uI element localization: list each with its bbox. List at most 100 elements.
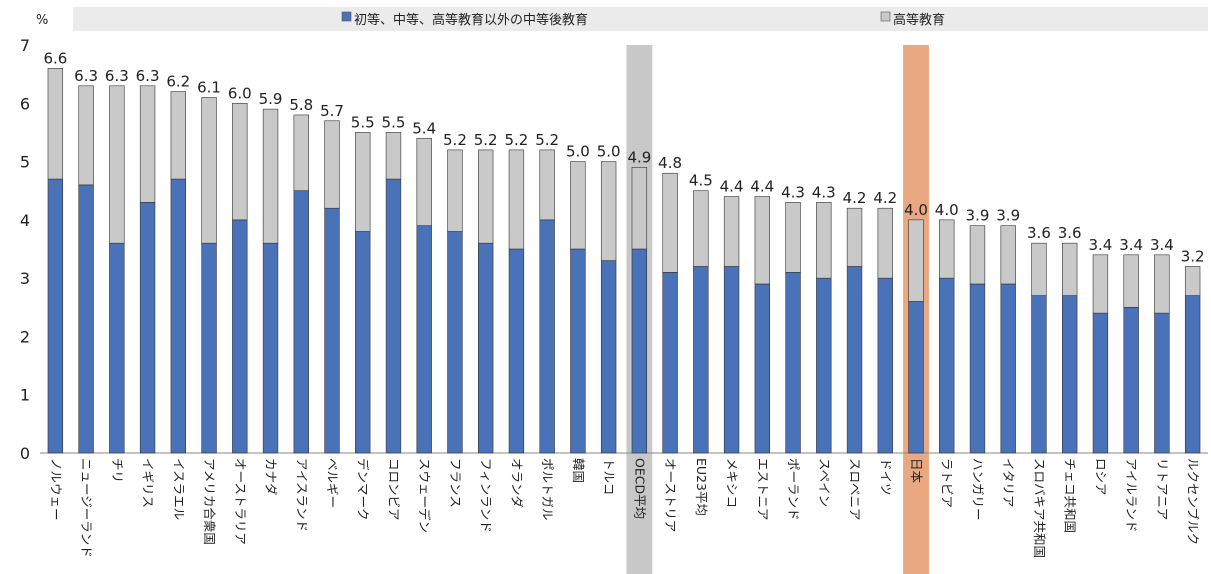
bar-segment-tertiary bbox=[262, 108, 279, 244]
bar-segment-tertiary bbox=[478, 149, 494, 244]
category-label: OECD平均 bbox=[632, 458, 647, 519]
total-value-label: 5.5 bbox=[382, 113, 406, 131]
bar-segment-tertiary bbox=[877, 207, 893, 279]
total-value-label: 4.9 bbox=[627, 148, 651, 166]
category-label: ベルギー bbox=[325, 458, 340, 508]
bar-segment-primary bbox=[1092, 312, 1109, 454]
total-value-label: 4.5 bbox=[689, 172, 713, 190]
category-label: ポーランド bbox=[786, 458, 801, 521]
bar-segment-primary bbox=[785, 272, 801, 454]
category-label: ハンガリー bbox=[970, 458, 985, 521]
y-tick-label: 6 bbox=[20, 94, 30, 113]
total-value-label: 4.3 bbox=[812, 183, 836, 201]
bar-segment-tertiary bbox=[1062, 242, 1078, 296]
category-label: トルコ bbox=[602, 458, 617, 495]
bar-segment-primary bbox=[1123, 306, 1139, 454]
legend-label-tertiary: 高等教育 bbox=[893, 12, 945, 28]
category-label: イタリア bbox=[1001, 458, 1016, 508]
bar-segment-tertiary bbox=[416, 137, 432, 226]
category-label: カナダ bbox=[264, 458, 279, 496]
total-value-label: 5.2 bbox=[535, 131, 559, 149]
total-value-label: 6.0 bbox=[228, 84, 252, 102]
bar-segment-primary bbox=[846, 266, 863, 454]
category-label: チェコ共和国 bbox=[1063, 458, 1078, 533]
bar-segment-tertiary bbox=[1184, 266, 1201, 296]
category-label: スウェーデン bbox=[417, 458, 432, 533]
total-value-label: 5.2 bbox=[504, 131, 528, 149]
y-axis: 0 1 2 3 4 5 6 7 bbox=[20, 36, 30, 463]
bar-segment-primary bbox=[1031, 295, 1047, 454]
category-label: ラトビア bbox=[940, 458, 955, 508]
bar-segment-tertiary bbox=[324, 120, 340, 209]
bar-segment-primary bbox=[908, 301, 924, 454]
bar-segment-tertiary bbox=[570, 161, 586, 250]
bar-segment-tertiary bbox=[816, 202, 832, 279]
category-labels: ノルウェー ニュージーランド チリ イギリス イスラエル アメリカ合衆国 オーストラリア カナ… bbox=[48, 458, 1200, 558]
total-value-label: 3.4 bbox=[1088, 236, 1112, 254]
total-value-label: 5.0 bbox=[597, 143, 621, 161]
legend-label-primary: 初等、中等、高等教育以外の中等後教育 bbox=[354, 12, 588, 28]
bar-segment-primary bbox=[293, 190, 309, 454]
total-value-label: 4.2 bbox=[843, 189, 867, 207]
bar-segment-primary bbox=[47, 178, 64, 454]
bar-segment-primary bbox=[478, 242, 494, 454]
bar-segment-primary bbox=[508, 248, 525, 454]
bar-segment-primary bbox=[109, 242, 125, 454]
bar-segment-primary bbox=[539, 219, 555, 454]
bar-segment-tertiary bbox=[539, 149, 555, 221]
legend-swatch-primary bbox=[341, 11, 352, 22]
y-tick-label: 3 bbox=[20, 269, 30, 288]
category-label: EU23平均 bbox=[694, 458, 709, 516]
category-label: リトアニア bbox=[1155, 458, 1170, 520]
y-tick-label: 7 bbox=[20, 36, 30, 55]
bar-segment-primary bbox=[1154, 312, 1170, 454]
category-label: スロベニア bbox=[848, 458, 863, 521]
bar-segment-primary bbox=[324, 207, 340, 454]
category-label: オーストラリア bbox=[233, 458, 248, 545]
bar-segment-primary bbox=[693, 266, 709, 454]
total-value-label: 3.2 bbox=[1181, 247, 1205, 265]
bar-segment-tertiary bbox=[969, 225, 986, 285]
bar-segment-primary bbox=[969, 283, 986, 454]
bar-segment-tertiary bbox=[201, 97, 217, 244]
category-label: ポルトガル bbox=[540, 458, 555, 521]
total-value-label: 4.4 bbox=[750, 178, 774, 196]
total-value-label: 4.2 bbox=[873, 189, 897, 207]
bar-segment-primary bbox=[355, 231, 371, 454]
bar-segment-primary bbox=[78, 184, 94, 454]
total-value-label: 6.6 bbox=[43, 49, 67, 67]
bar-segment-primary bbox=[754, 283, 770, 454]
bar-segment-tertiary bbox=[785, 202, 801, 273]
y-tick-label: 2 bbox=[20, 327, 30, 346]
category-label: デンマーク bbox=[356, 458, 371, 521]
bar-segment-tertiary bbox=[355, 132, 371, 232]
bar-segment-tertiary bbox=[1154, 254, 1170, 314]
total-value-label: 6.3 bbox=[105, 67, 129, 85]
bar-segment-primary bbox=[262, 242, 279, 454]
y-tick-label: 5 bbox=[20, 153, 30, 172]
total-value-label: 4.0 bbox=[935, 201, 959, 219]
total-value-label: 3.9 bbox=[966, 207, 990, 225]
bar-segment-primary bbox=[816, 277, 832, 454]
bar-segment-tertiary bbox=[693, 190, 709, 267]
bar-segment-primary bbox=[723, 266, 740, 454]
bar-segment-tertiary bbox=[1092, 254, 1109, 314]
total-value-label: 3.4 bbox=[1119, 236, 1143, 254]
bar-segment-primary bbox=[570, 248, 586, 454]
bar-segment-primary bbox=[1000, 283, 1016, 454]
total-value-label: 6.2 bbox=[166, 73, 190, 91]
total-value-label: 5.2 bbox=[443, 131, 467, 149]
total-value-label: 5.9 bbox=[259, 90, 283, 108]
total-value-label: 6.3 bbox=[74, 67, 98, 85]
bars bbox=[47, 68, 1201, 454]
bar-segment-primary bbox=[139, 202, 156, 454]
total-value-label: 4.3 bbox=[781, 183, 805, 201]
bar-segment-tertiary bbox=[662, 172, 678, 273]
bar-segment-tertiary bbox=[78, 85, 94, 186]
bar-segment-primary bbox=[631, 248, 648, 454]
bar-segment-tertiary bbox=[1031, 242, 1047, 296]
bar-segment-tertiary bbox=[447, 149, 463, 232]
category-label: フィンランド bbox=[479, 458, 494, 533]
bar-segment-tertiary bbox=[939, 219, 955, 279]
total-value-label: 4.4 bbox=[720, 178, 744, 196]
